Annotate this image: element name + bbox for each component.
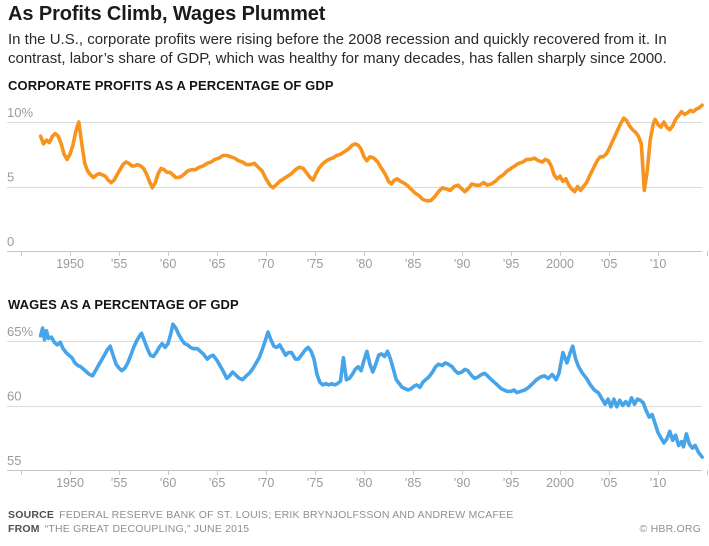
y-axis-label: 65% [7,324,33,339]
x-axis-label: ’60 [160,257,177,271]
from-text: “THE GREAT DECOUPLING,” JUNE 2015 [44,522,250,535]
x-axis-label: ’90 [454,257,471,271]
y-axis-label: 5 [7,170,14,185]
x-axis-label: 1950 [56,476,84,490]
y-axis-label: 10% [7,105,33,120]
x-axis-label: ’65 [209,257,226,271]
data-line [38,322,704,459]
hbr-credit: © HBR.ORG [639,522,701,535]
x-axis-label: ’85 [405,257,422,271]
wages-line-chart: 65% 60 55 1950 ’55 ’60 ’65 ’70 ’75 ’80 ’85 ’90 ’95 20… [7,322,708,490]
source-line: SOURCE FEDERAL RESERVE BANK OF ST. LOUIS;… [8,509,701,523]
x-axis-label: ’55 [111,476,128,490]
x-axis-label: ’95 [503,476,520,490]
page-title: As Profits Climb, Wages Plummet [8,3,326,25]
profits-line-chart: 10% 5 0 1950 ’55 ’60 ’65 ’70 ’75 ’80 ’85 ’90 ’95 2000… [7,103,708,271]
x-axis-label: 2000 [546,476,574,490]
data-line [38,103,704,203]
x-axis-label: ’80 [356,257,373,271]
x-axis-label: ’80 [356,476,373,490]
source-label: SOURCE [8,509,55,521]
x-axis-label: ’10 [650,476,667,490]
y-axis-label: 55 [7,453,21,468]
x-axis-label: ’75 [307,476,324,490]
page-subtitle: In the U.S., corporate profits were risi… [8,31,667,67]
x-axis-label: ’05 [601,257,618,271]
x-axis-label: ’95 [503,257,520,271]
x-axis-label: ’85 [405,476,422,490]
x-axis-label: ’10 [650,257,667,271]
x-axis-label: ’05 [601,476,618,490]
from-label: FROM [8,522,40,535]
y-axis-label: 60 [7,389,21,404]
from-line: FROM “THE GREAT DECOUPLING,” JUNE 2015 [8,523,701,537]
x-axis-label: 1950 [56,257,84,271]
x-axis-label: ’75 [307,257,324,271]
wages-chart-title: WAGES AS A PERCENTAGE OF GDP [8,297,239,312]
profits-chart-title: CORPORATE PROFITS AS A PERCENTAGE OF GDP [8,78,334,93]
footer: SOURCE FEDERAL RESERVE BANK OF ST. LOUIS;… [8,509,701,536]
y-axis-label: 0 [7,234,14,249]
x-axis-label: ’70 [258,257,275,271]
x-axis-label: ’65 [209,476,226,490]
x-axis-label: ’55 [111,257,128,271]
x-axis-label: ’70 [258,476,275,490]
source-text: FEDERAL RESERVE BANK OF ST. LOUIS; ERIK … [59,509,514,521]
x-axis-label: ’60 [160,476,177,490]
x-axis-label: 2000 [546,257,574,271]
x-axis-label: ’90 [454,476,471,490]
